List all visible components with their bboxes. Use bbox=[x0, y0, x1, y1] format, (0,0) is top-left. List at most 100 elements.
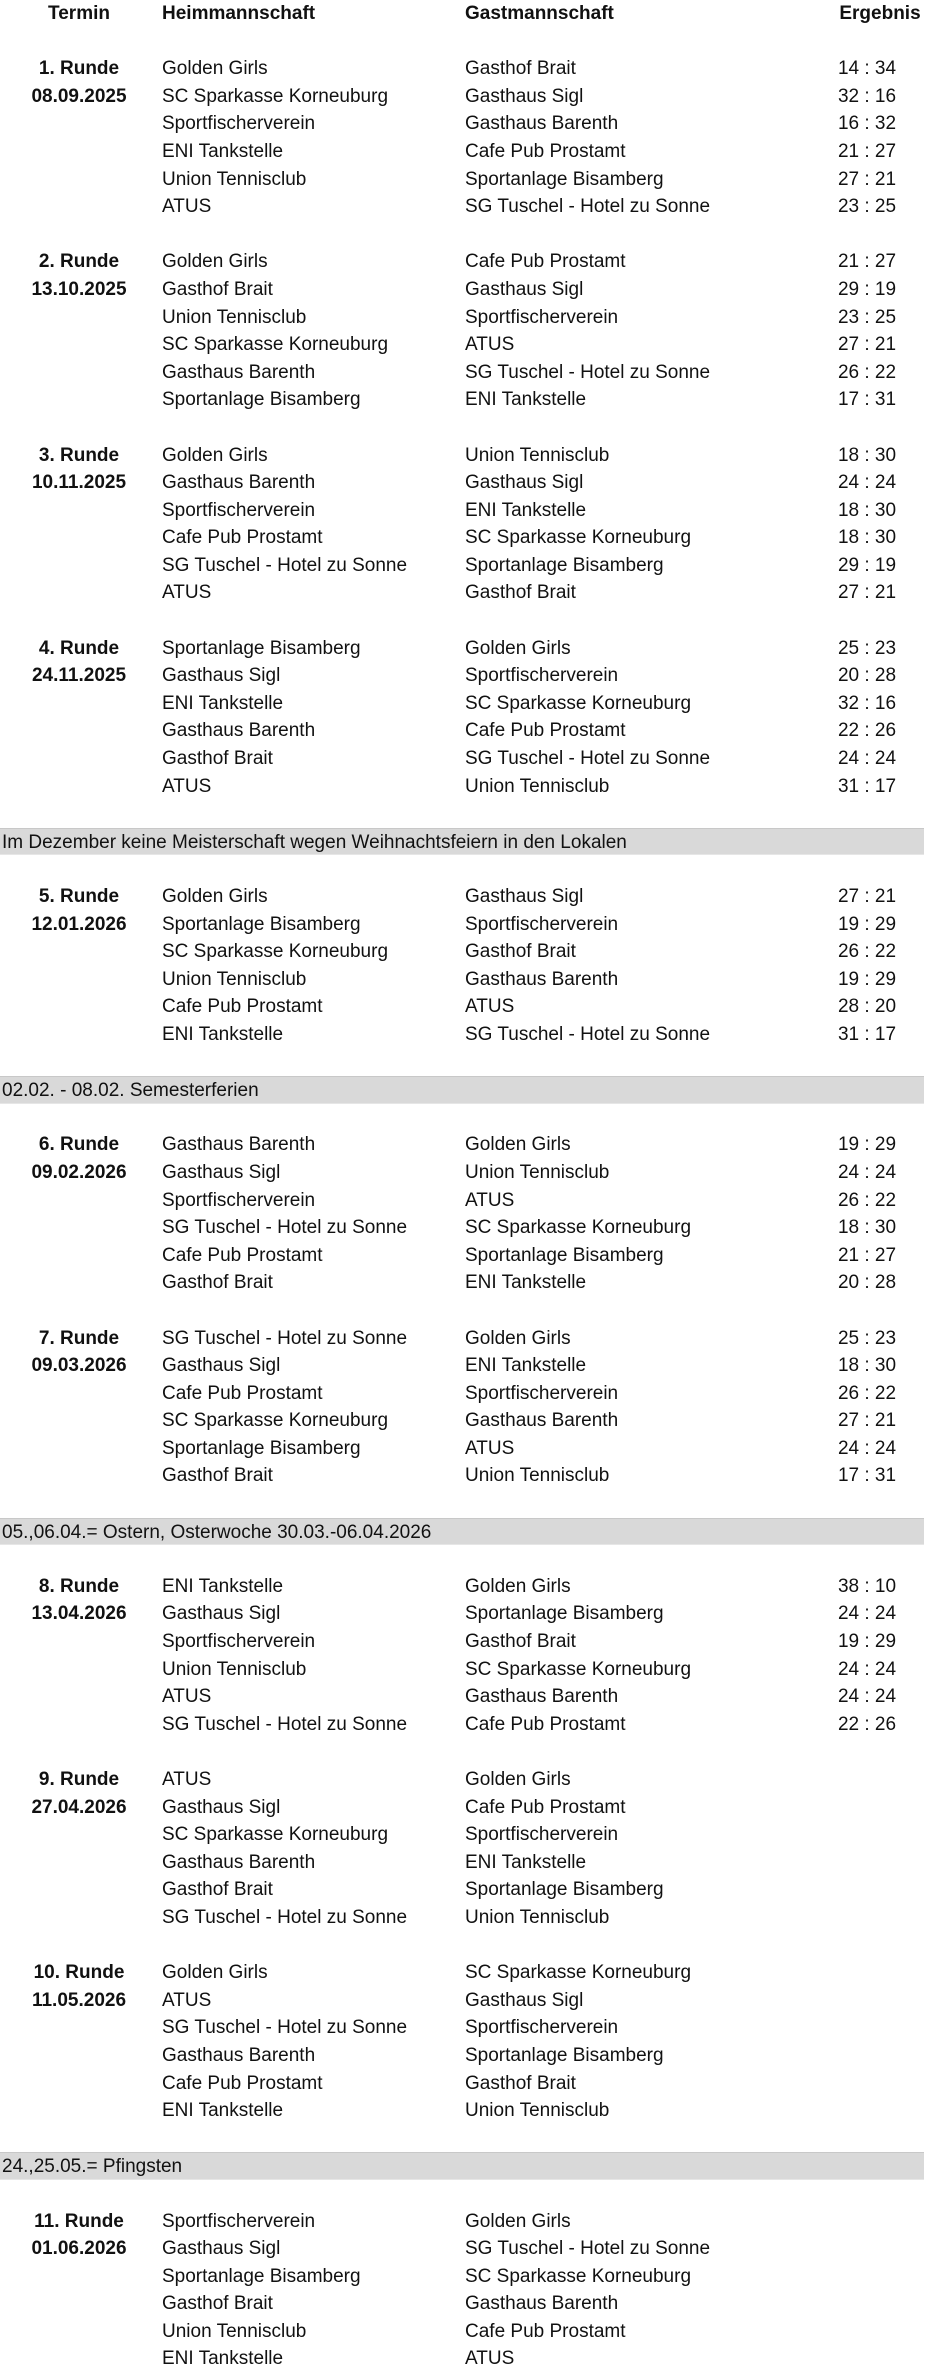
guest-team: Sportanlage Bisamberg bbox=[465, 1879, 664, 1901]
guest-team: Gasthaus Barenth bbox=[465, 1686, 619, 1708]
blank-row bbox=[0, 1932, 928, 1960]
guest-team: ENI Tankstelle bbox=[465, 1355, 587, 1377]
guest-team: ATUS bbox=[465, 334, 515, 356]
match-row: Sportfischerverein Gasthof Brait 19 : 29 bbox=[0, 1628, 928, 1656]
match-row: 13.10.2025 Gasthof Brait Gasthaus Sigl 29 :… bbox=[0, 276, 928, 304]
match-result: 19 : 29 bbox=[837, 913, 897, 935]
home-team: SC Sparkasse Korneuburg bbox=[162, 1410, 389, 1432]
home-team: Golden Girls bbox=[162, 886, 268, 907]
guest-team: Sportanlage Bisamberg bbox=[465, 2044, 664, 2066]
match-result: 26 : 22 bbox=[837, 1382, 897, 1404]
match-row: 10.11.2025 Gasthaus Barenth Gasthaus Sigl 2… bbox=[0, 469, 928, 497]
guest-team: Sportanlage Bisamberg bbox=[465, 1603, 664, 1625]
match-row: Sportfischerverein ATUS 26 : 22 bbox=[0, 1187, 928, 1215]
match-row: SG Tuschel - Hotel zu Sonne Sportanlage B… bbox=[0, 552, 928, 580]
match-row: ATUS Gasthaus Barenth 24 : 24 bbox=[0, 1683, 928, 1711]
match-row: Gasthof Brait Union Tennisclub 17 : 31 bbox=[0, 1462, 928, 1490]
home-team: ATUS bbox=[162, 196, 212, 218]
round-label: 1. Runde bbox=[38, 58, 120, 80]
guest-team: Union Tennisclub bbox=[465, 1465, 610, 1487]
guest-team: Golden Girls bbox=[465, 1134, 571, 1156]
header-result: Ergebnis bbox=[839, 3, 921, 24]
home-team: Sportfischerverein bbox=[162, 499, 316, 521]
round-label: 2. Runde bbox=[38, 251, 120, 273]
home-team: Sportfischerverein bbox=[162, 1189, 316, 1211]
match-result: 19 : 29 bbox=[837, 968, 897, 990]
home-team: Union Tennisclub bbox=[162, 168, 307, 190]
guest-team: ATUS bbox=[465, 1437, 515, 1459]
home-team: Gasthof Brait bbox=[162, 748, 273, 770]
match-row: 11. Runde Sportfischerverein Golden Girls bbox=[0, 2208, 928, 2236]
round-label: 11. Runde bbox=[34, 2210, 124, 2232]
match-result: 24 : 24 bbox=[837, 1658, 897, 1680]
match-result: 28 : 20 bbox=[837, 996, 897, 1018]
home-team: Golden Girls bbox=[162, 444, 268, 466]
blank-row bbox=[0, 1297, 928, 1325]
match-result: 25 : 23 bbox=[837, 1327, 897, 1349]
match-result: 22 : 26 bbox=[837, 1713, 897, 1735]
match-row: 01.06.2026 Gasthaus Sigl SG Tuschel - Hote… bbox=[0, 2235, 928, 2263]
round-date: 24.11.2025 bbox=[31, 665, 127, 687]
blank-row bbox=[0, 1738, 928, 1766]
match-row: Cafe Pub Prostamt SC Sparkasse Korneuburg… bbox=[0, 524, 928, 552]
guest-team: Golden Girls bbox=[465, 2210, 571, 2232]
guest-team: Golden Girls bbox=[465, 1575, 571, 1597]
home-team: Sportanlage Bisamberg bbox=[162, 913, 361, 935]
round-label: 6. Runde bbox=[38, 1134, 120, 1156]
home-team: Gasthof Brait bbox=[162, 1272, 273, 1294]
home-team: Gasthaus Sigl bbox=[162, 1603, 281, 1625]
match-row: 4. Runde Sportanlage Bisamberg Golden Girl… bbox=[0, 635, 928, 663]
home-team: Golden Girls bbox=[162, 1962, 268, 1984]
home-team: SG Tuschel - Hotel zu Sonne bbox=[162, 554, 408, 576]
match-row: ENI Tankstelle ATUS bbox=[0, 2345, 928, 2373]
guest-team: Gasthaus Barenth bbox=[465, 113, 619, 135]
guest-team: Gasthof Brait bbox=[465, 582, 576, 604]
home-team: Sportanlage Bisamberg bbox=[162, 389, 361, 411]
blank-row bbox=[0, 28, 928, 56]
schedule-body: 1. Runde Golden Girls Gasthof Brait 14 : 34… bbox=[0, 28, 928, 2373]
blank-row bbox=[0, 1490, 928, 1518]
guest-team: Gasthaus Sigl bbox=[465, 85, 584, 107]
match-row: Sportfischerverein ENI Tankstelle 18 : 30 bbox=[0, 497, 928, 525]
home-team: Union Tennisclub bbox=[162, 968, 307, 990]
guest-team: Gasthaus Sigl bbox=[465, 278, 584, 300]
home-team: Union Tennisclub bbox=[162, 1658, 307, 1680]
match-row: Gasthof Brait SG Tuschel - Hotel zu Sonne… bbox=[0, 745, 928, 773]
guest-team: Sportfischerverein bbox=[465, 913, 619, 935]
home-team: SG Tuschel - Hotel zu Sonne bbox=[162, 1906, 408, 1928]
guest-team: Sportfischerverein bbox=[465, 1382, 619, 1404]
match-result: 18 : 30 bbox=[837, 444, 897, 466]
match-result: 26 : 22 bbox=[837, 1189, 897, 1211]
match-row: Sportanlage Bisamberg ATUS 24 : 24 bbox=[0, 1435, 928, 1463]
match-result: 24 : 24 bbox=[837, 1603, 897, 1625]
home-team: SG Tuschel - Hotel zu Sonne bbox=[162, 2017, 408, 2039]
home-team: Cafe Pub Prostamt bbox=[162, 1382, 323, 1404]
match-result: 27 : 21 bbox=[837, 334, 897, 356]
match-row: 11.05.2026 ATUS Gasthaus Sigl bbox=[0, 1987, 928, 2015]
home-team: SG Tuschel - Hotel zu Sonne bbox=[162, 1217, 408, 1239]
match-row: 12.01.2026 Sportanlage Bisamberg Sportfisc… bbox=[0, 911, 928, 939]
match-row: 09.02.2026 Gasthaus Sigl Union Tennisclub 2… bbox=[0, 1159, 928, 1187]
home-team: ENI Tankstelle bbox=[162, 2348, 284, 2370]
home-team: Cafe Pub Prostamt bbox=[162, 1244, 323, 1266]
home-team: Gasthaus Sigl bbox=[162, 665, 281, 687]
home-team: Gasthof Brait bbox=[162, 1465, 273, 1487]
match-row: Union Tennisclub Sportfischerverein 23 : 2… bbox=[0, 304, 928, 332]
match-row: 8. Runde ENI Tankstelle Golden Girls 38 : 1… bbox=[0, 1573, 928, 1601]
blank-row bbox=[0, 1545, 928, 1573]
home-team: Sportanlage Bisamberg bbox=[162, 2265, 361, 2287]
match-row: 5. Runde Golden Girls Gasthaus Sigl 27 : 21 bbox=[0, 883, 928, 911]
home-team: Gasthaus Barenth bbox=[162, 361, 316, 383]
guest-team: Cafe Pub Prostamt bbox=[465, 140, 626, 162]
home-team: ATUS bbox=[162, 775, 212, 797]
match-row: 9. Runde ATUS Golden Girls bbox=[0, 1766, 928, 1794]
blank-row bbox=[0, 2180, 928, 2208]
match-result: 21 : 27 bbox=[837, 1244, 897, 1266]
match-row: Gasthaus Barenth ENI Tankstelle bbox=[0, 1849, 928, 1877]
guest-team: ATUS bbox=[465, 2348, 515, 2370]
home-team: Gasthof Brait bbox=[162, 1879, 273, 1901]
match-row: Gasthof Brait Gasthaus Barenth bbox=[0, 2290, 928, 2318]
note-band: 05.,06.04.= Ostern, Osterwoche 30.03.-06… bbox=[0, 1517, 924, 1546]
guest-team: Union Tennisclub bbox=[465, 1906, 610, 1928]
match-row: ATUS Gasthof Brait 27 : 21 bbox=[0, 579, 928, 607]
